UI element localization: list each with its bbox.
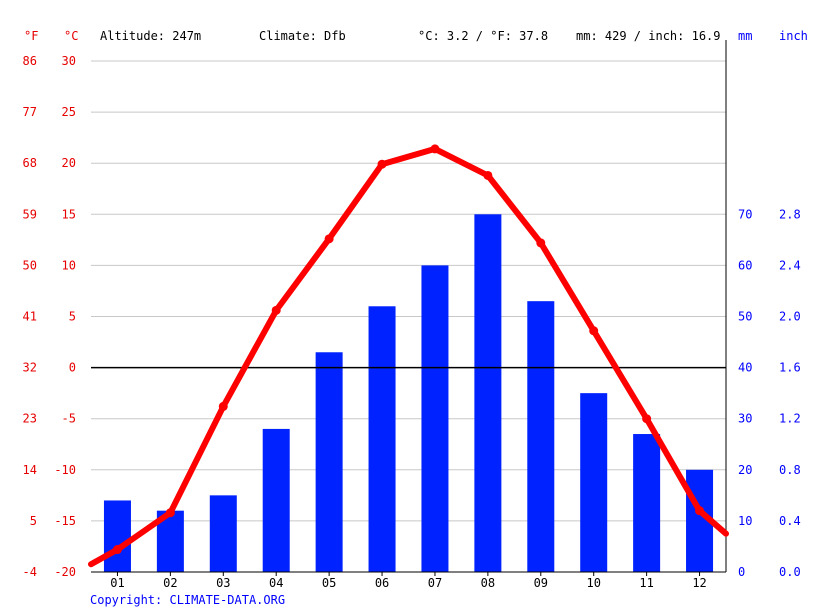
inch-tick-label: 2.4 [779,258,801,272]
fahrenheit-tick-label: 32 [23,361,37,375]
axis-tick-labels: 30862577206815591050541032-523-1014-155-… [23,54,801,590]
temperature-point [324,234,334,244]
mm-tick-label: 0 [738,565,745,579]
precipitation-bar [315,352,343,572]
fahrenheit-tick-label: 68 [23,156,37,170]
temperature-line [88,144,729,568]
precipitation-bar [103,500,131,572]
fahrenheit-tick-label: 86 [23,54,37,68]
celsius-tick-label: -10 [54,463,76,477]
precipitation-bar [368,306,396,572]
celsius-tick-label: 10 [62,258,76,272]
temperature-point [483,170,493,180]
celsius-tick-label: 15 [62,207,76,221]
climate-label: Climate: Dfb [259,29,346,43]
inch-tick-label: 0.8 [779,463,801,477]
precipitation-bar [474,214,502,573]
precipitation-bar [580,393,608,572]
inch-tick-label: 0.4 [779,514,801,528]
mm-tick-label: 20 [738,463,752,477]
mm-tick-label: 40 [738,361,752,375]
inch-tick-label: 1.6 [779,361,801,375]
unit-fahrenheit-label: °F [24,29,38,43]
precipitation-bar [633,434,661,572]
temperature-point [430,144,440,154]
temperature-point [589,326,599,336]
mm-tick-label: 60 [738,258,752,272]
celsius-tick-label: 30 [62,54,76,68]
temperature-point [642,414,652,424]
precipitation-total-label: mm: 429 / inch: 16.9 [576,29,721,43]
inch-tick-label: 2.8 [779,207,801,221]
fahrenheit-tick-label: 50 [23,258,37,272]
unit-inch-label: inch [779,29,808,43]
month-tick-label: 06 [375,576,389,590]
unit-mm-label: mm [738,29,752,43]
copyright-link[interactable]: Copyright: CLIMATE-DATA.ORG [90,593,285,607]
celsius-tick-label: -20 [54,565,76,579]
month-tick-label: 02 [163,576,177,590]
month-tick-label: 10 [586,576,600,590]
fahrenheit-tick-label: 59 [23,207,37,221]
fahrenheit-tick-label: 23 [23,412,37,426]
celsius-tick-label: 5 [69,310,76,324]
inch-tick-label: 0.0 [779,565,801,579]
temperature-line-path [88,145,729,568]
celsius-tick-label: -15 [54,514,76,528]
month-tick-label: 08 [481,576,495,590]
temperature-point [112,545,122,555]
inch-tick-label: 2.0 [779,310,801,324]
month-tick-label: 01 [110,576,124,590]
month-tick-label: 12 [692,576,706,590]
fahrenheit-tick-label: 5 [30,514,37,528]
mm-tick-label: 30 [738,412,752,426]
precipitation-bar [209,495,237,572]
avg-temperature-label: °C: 3.2 / °F: 37.8 [418,29,548,43]
precipitation-bar [262,428,290,572]
fahrenheit-tick-label: 14 [23,463,37,477]
mm-tick-label: 10 [738,514,752,528]
month-tick-label: 07 [428,576,442,590]
celsius-tick-label: 20 [62,156,76,170]
altitude-label: Altitude: 247m [100,29,201,43]
fahrenheit-tick-label: 77 [23,105,37,119]
month-tick-label: 11 [639,576,653,590]
fahrenheit-tick-label: -4 [23,565,37,579]
gridlines [91,60,726,522]
temperature-point [377,159,387,169]
mm-tick-label: 70 [738,207,752,221]
month-tick-label: 09 [534,576,548,590]
month-tick-label: 04 [269,576,283,590]
inch-tick-label: 1.2 [779,412,801,426]
celsius-tick-label: 25 [62,105,76,119]
precipitation-bars [103,214,714,573]
unit-celsius-label: °C [64,29,78,43]
fahrenheit-tick-label: 41 [23,310,37,324]
celsius-tick-label: 0 [69,361,76,375]
temperature-point [218,401,228,411]
temperature-point [165,508,175,518]
month-tick-label: 03 [216,576,230,590]
temperature-point [695,506,705,516]
precipitation-bar [421,265,449,572]
month-tick-label: 05 [322,576,336,590]
temperature-point [536,238,546,248]
temperature-point [271,305,281,315]
precipitation-bar [527,301,555,572]
mm-tick-label: 50 [738,310,752,324]
celsius-tick-label: -5 [62,412,76,426]
